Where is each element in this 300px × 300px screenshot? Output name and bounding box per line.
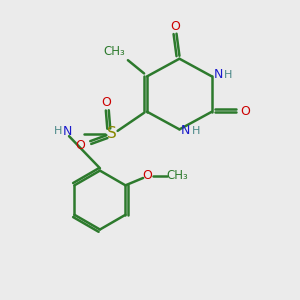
Text: O: O	[240, 105, 250, 118]
Text: N: N	[63, 125, 72, 138]
Text: CH₃: CH₃	[166, 169, 188, 182]
Text: O: O	[101, 95, 111, 109]
Text: H: H	[191, 126, 200, 136]
Text: H: H	[54, 126, 62, 136]
Text: CH₃: CH₃	[104, 45, 125, 58]
Text: O: O	[142, 169, 152, 182]
Text: N: N	[181, 124, 190, 137]
Text: O: O	[170, 20, 180, 33]
Text: O: O	[75, 139, 85, 152]
Text: H: H	[224, 70, 232, 80]
Text: N: N	[214, 68, 223, 81]
Text: S: S	[107, 126, 117, 141]
